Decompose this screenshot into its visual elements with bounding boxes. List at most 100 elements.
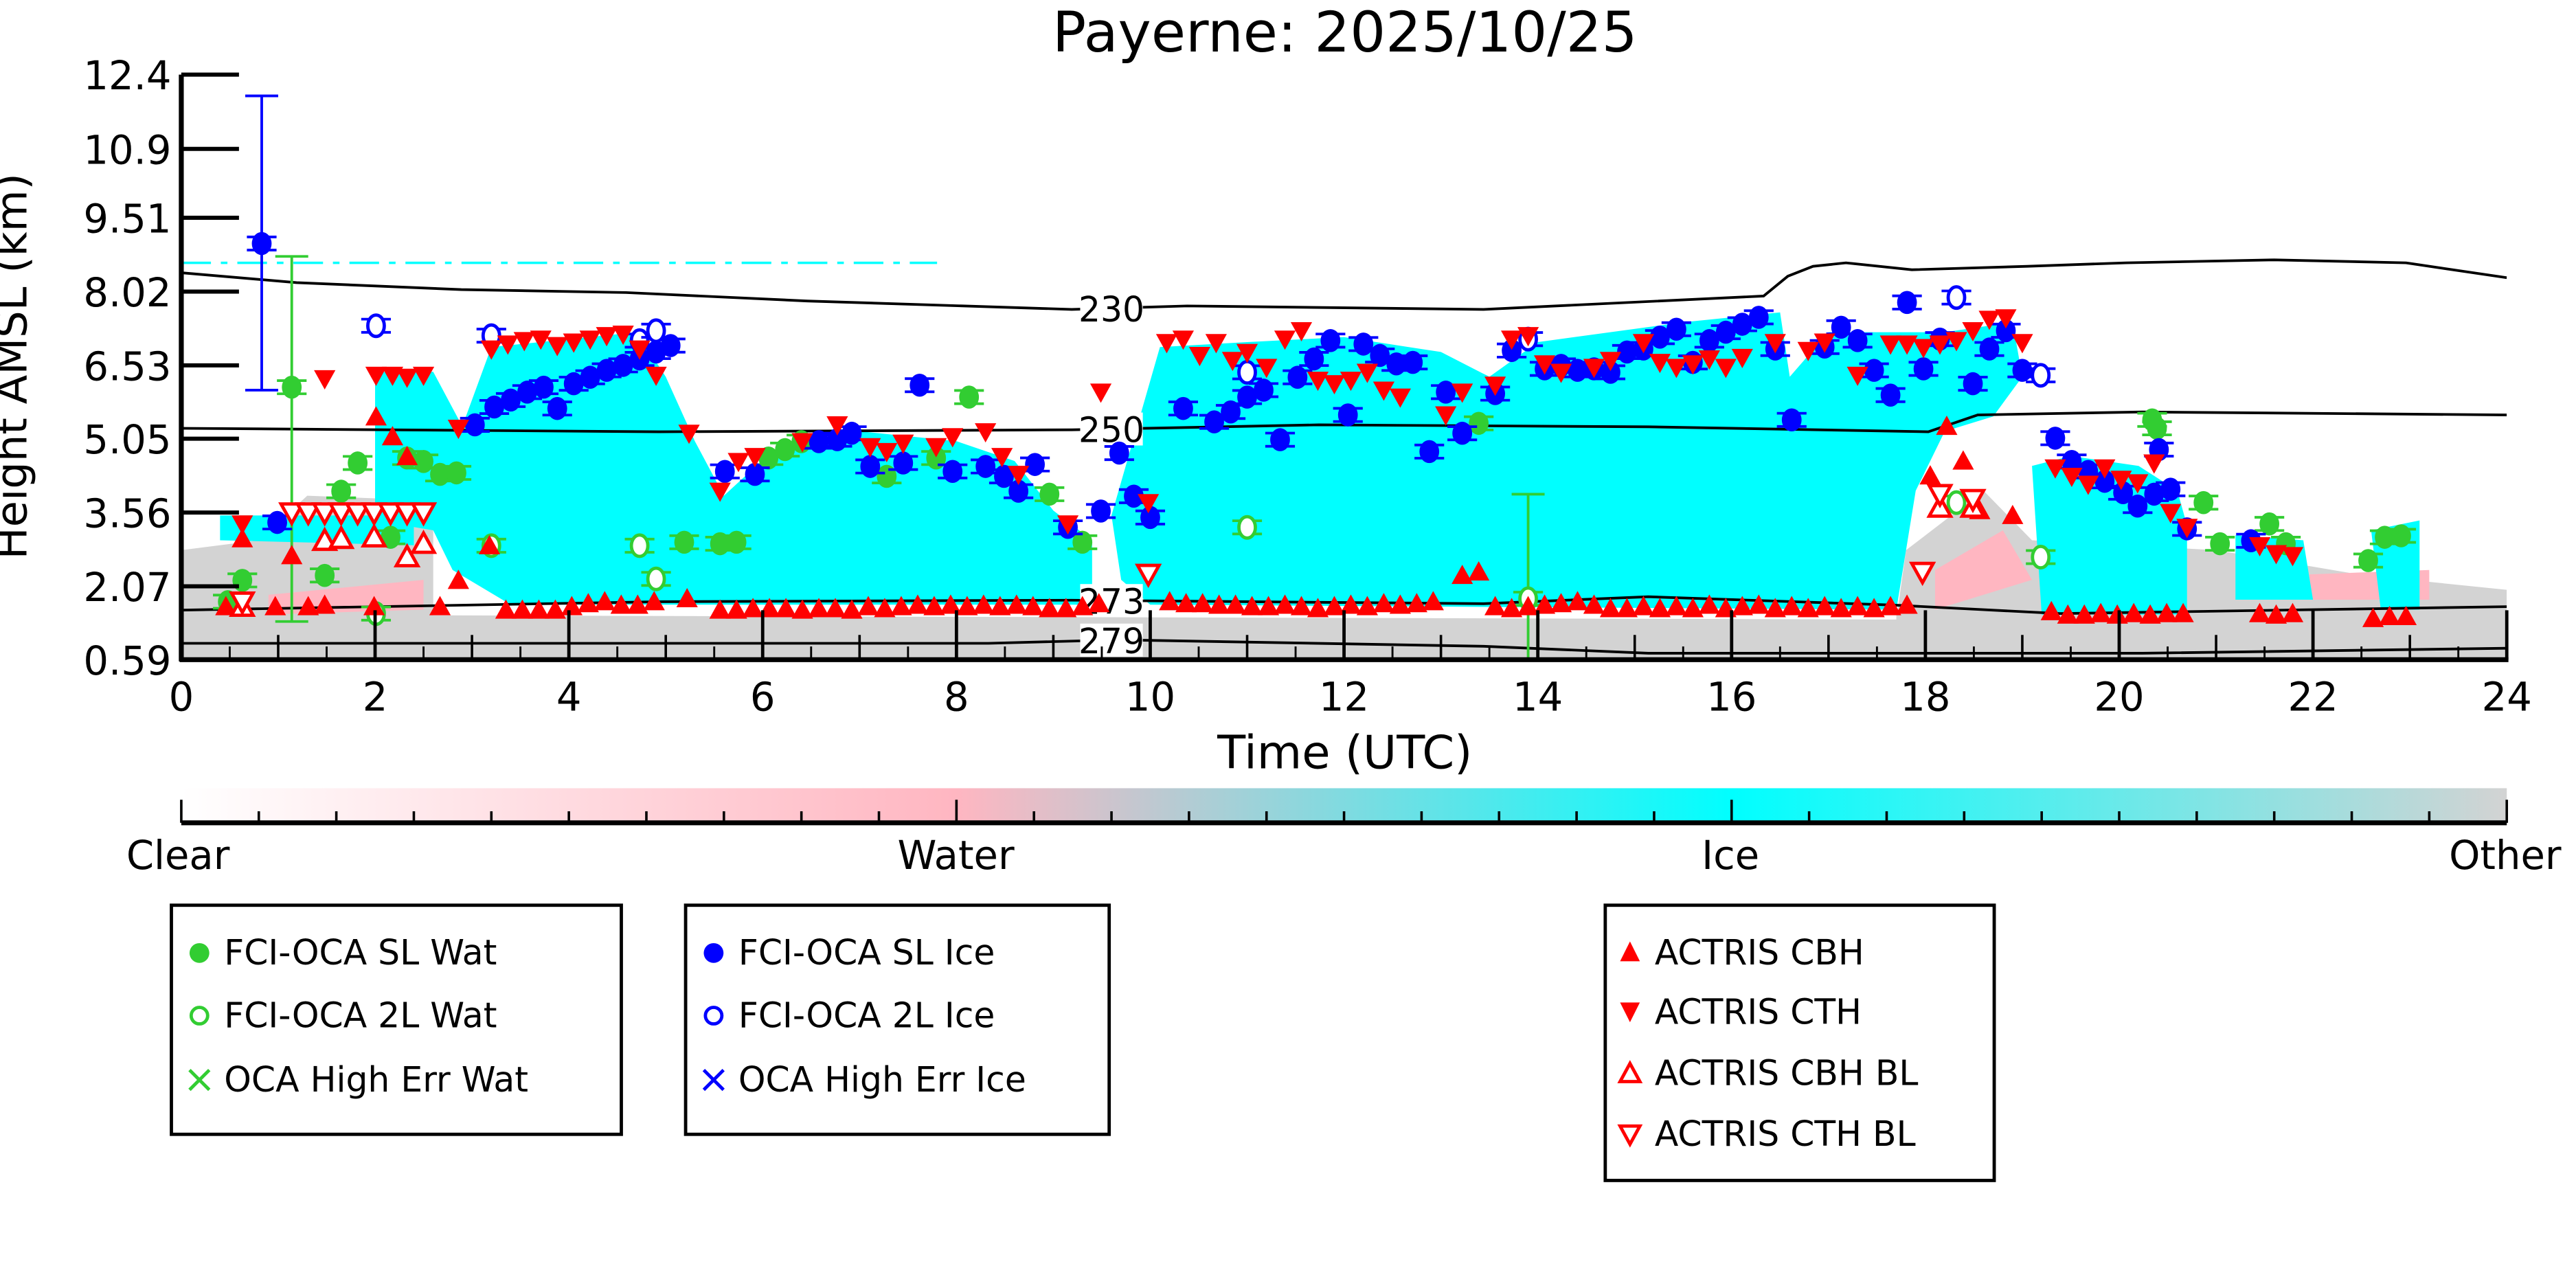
y-tick-label: 6.53: [83, 343, 171, 389]
data-point: [2031, 545, 2051, 570]
data-point: [1764, 598, 1786, 618]
data-point: [1221, 400, 1241, 424]
x-tick-label: 2: [363, 675, 388, 721]
data-point: [1929, 335, 1951, 355]
data-point: [2106, 604, 2128, 624]
data-point: [1057, 515, 1079, 535]
data-point: [534, 375, 554, 399]
data-point: [942, 428, 964, 448]
data-point: [2031, 363, 2051, 388]
data-point: [1650, 326, 1670, 349]
data-point: [709, 482, 731, 502]
data-point: [1666, 317, 1686, 341]
data-point: [412, 366, 435, 386]
data-point: [1353, 332, 1374, 356]
data-point: [890, 596, 912, 615]
series-actris-cbh-bl: [229, 493, 1987, 618]
data-point: [1452, 421, 1473, 445]
data-point: [2144, 482, 2165, 506]
data-point: [1550, 363, 1572, 383]
data-point: [1241, 596, 1263, 615]
data-point: [1649, 598, 1671, 618]
data-point: [314, 370, 336, 389]
data-point: [2259, 512, 2280, 536]
data-point: [2378, 605, 2401, 626]
data-point: [1370, 343, 1390, 368]
data-point: [744, 448, 766, 468]
data-point: [544, 599, 566, 619]
data-point: [447, 420, 469, 440]
data-point: [1732, 313, 1752, 336]
data-point: [1055, 598, 1077, 618]
data-point: [497, 335, 519, 355]
data-point: [215, 596, 237, 615]
contour-label: 250: [1078, 410, 1144, 451]
data-point: [1896, 335, 1918, 355]
data-point: [2395, 605, 2417, 626]
data-point: [994, 464, 1014, 488]
data-point: [1140, 506, 1160, 530]
contour-label: 279: [1078, 621, 1144, 662]
legend-label: FCI-OCA SL Wat: [224, 932, 497, 973]
data-point: [2073, 604, 2095, 624]
legend-marker-x-wat: [188, 1069, 211, 1092]
data-point: [1501, 330, 1523, 350]
data-point: [297, 596, 319, 615]
data-point: [2139, 604, 2161, 624]
legend-marker-sl-ice: [703, 942, 724, 963]
data-point: [1632, 596, 1655, 615]
data-point: [876, 442, 898, 462]
contour-line-273: [181, 595, 2507, 615]
data-point: [596, 359, 617, 382]
data-point: [1287, 365, 1308, 389]
data-point: [1356, 596, 1379, 615]
legend-marker-cbh: [1620, 941, 1640, 962]
data-point: [1501, 598, 1523, 618]
data-point: [1533, 594, 1556, 614]
data-point: [1879, 335, 1901, 355]
legend-label: OCA High Err Wat: [224, 1059, 528, 1100]
data-point: [1864, 359, 1884, 382]
x-tick-label: 16: [1706, 675, 1756, 721]
data-point: [1979, 337, 2000, 361]
data-point: [1469, 411, 1489, 436]
data-point: [1896, 594, 1918, 614]
data-point: [923, 596, 945, 615]
x-tick-label: 24: [2482, 675, 2532, 721]
legend-label: ACTRIS CBH BL: [1655, 1052, 1919, 1093]
data-point: [1274, 330, 1296, 350]
data-point: [579, 330, 601, 350]
legend-marker-sl-wat: [189, 942, 210, 963]
x-tick-label: 10: [1125, 675, 1175, 721]
data-point: [1996, 319, 2016, 343]
data-point: [1323, 596, 1346, 615]
data-point: [907, 594, 929, 614]
data-point: [775, 598, 797, 618]
data-point: [726, 530, 747, 554]
y-tick-label: 2.07: [83, 565, 171, 611]
data-point: [1256, 359, 1278, 379]
data-point: [1468, 561, 1490, 581]
contour-line-250: [181, 410, 2507, 433]
x-tick-label: 4: [556, 675, 582, 721]
data-point: [1517, 327, 1539, 347]
colorbar-label-ice: Ice: [1702, 833, 1759, 879]
data-point: [2147, 416, 2167, 440]
data-point: [2362, 607, 2384, 627]
data-point: [429, 596, 451, 615]
data-point: [2265, 604, 2287, 624]
data-point: [1484, 596, 1506, 615]
data-point: [613, 354, 633, 377]
legend-marker-x-ice: [702, 1069, 725, 1092]
legend-water: FCI-OCA SL Wat FCI-OCA 2L Wat OCA High E…: [170, 903, 623, 1136]
data-point: [2077, 475, 2099, 495]
data-point: [1372, 381, 1395, 401]
data-point: [2090, 602, 2112, 622]
data-point: [1435, 406, 1457, 426]
data-point: [1254, 379, 1274, 402]
legend-marker-cth-bl: [1617, 1124, 1643, 1148]
data-point: [1323, 375, 1346, 395]
data-point: [629, 533, 650, 558]
data-point: [1797, 598, 1819, 618]
data-point: [1006, 594, 1028, 614]
